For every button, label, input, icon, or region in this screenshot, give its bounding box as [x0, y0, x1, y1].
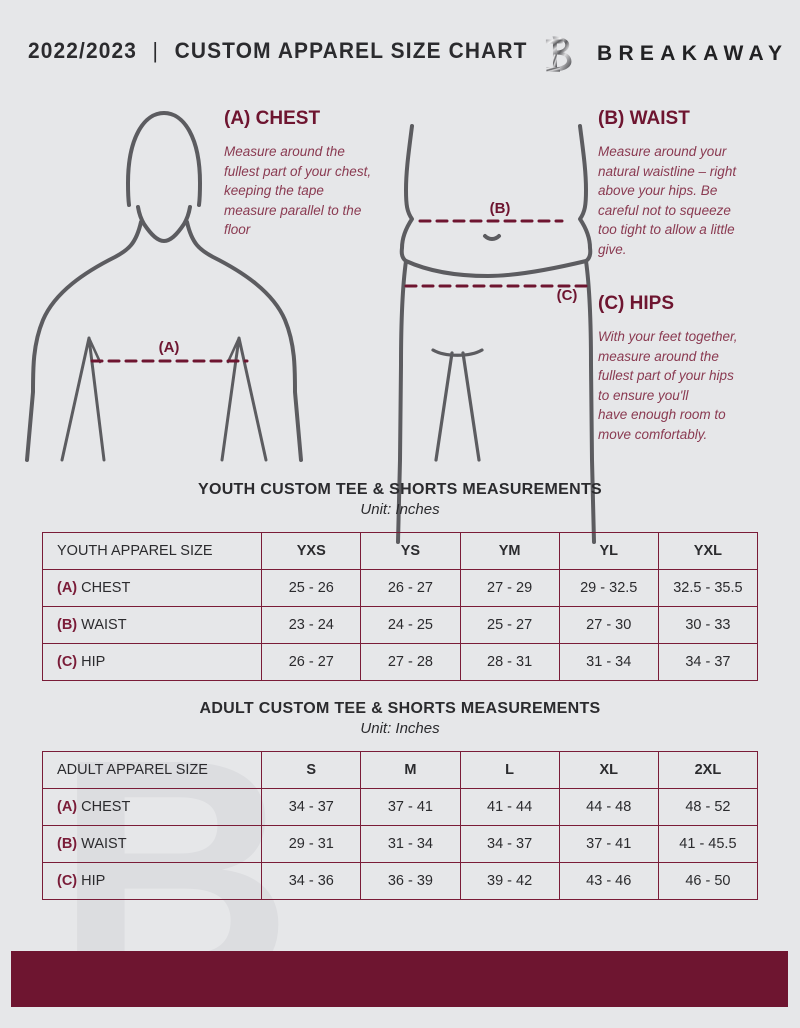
svg-text:(B): (B): [490, 200, 511, 217]
svg-text:(C): (C): [557, 287, 578, 304]
